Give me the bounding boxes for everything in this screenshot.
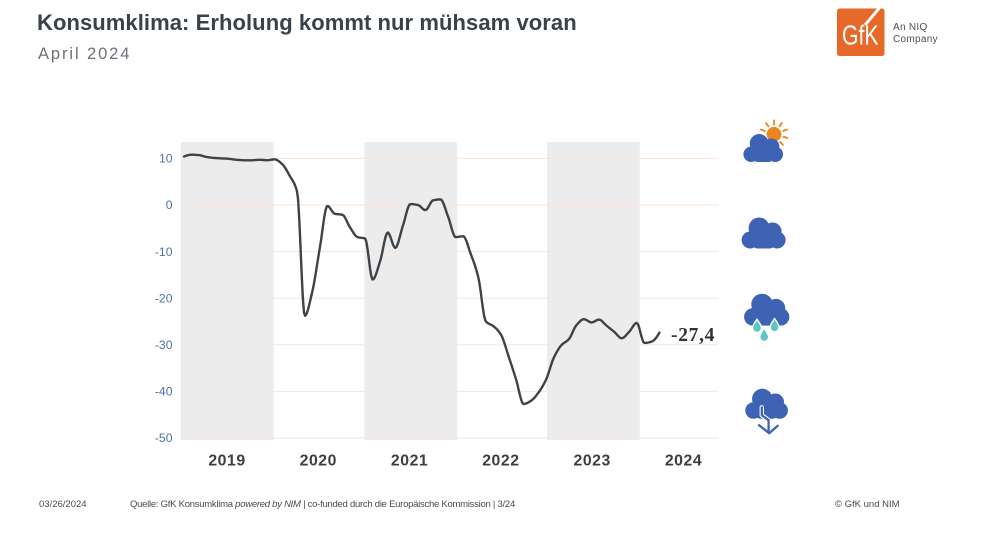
svg-text:GfK: GfK: [842, 20, 879, 51]
svg-text:-10: -10: [155, 245, 173, 259]
svg-text:2022: 2022: [482, 453, 519, 470]
svg-text:2023: 2023: [574, 453, 611, 470]
svg-text:-40: -40: [155, 385, 173, 399]
svg-text:2020: 2020: [300, 453, 337, 470]
svg-text:-50: -50: [155, 431, 173, 445]
svg-text:2024: 2024: [665, 453, 702, 470]
svg-text:-20: -20: [155, 291, 173, 305]
svg-text:2021: 2021: [391, 453, 428, 470]
svg-text:2019: 2019: [208, 453, 245, 470]
svg-text:10: 10: [159, 152, 173, 166]
svg-text:-27,4: -27,4: [671, 325, 715, 346]
svg-text:-30: -30: [155, 338, 173, 352]
svg-text:0: 0: [166, 198, 173, 212]
